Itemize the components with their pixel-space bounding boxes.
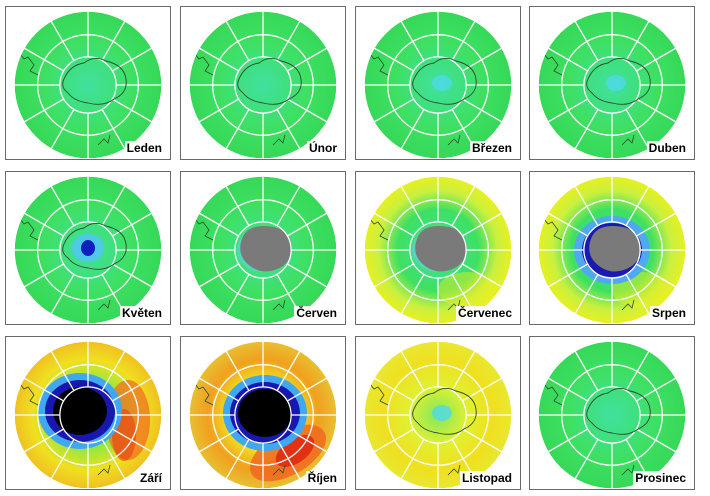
- month-label: Říjen: [305, 471, 339, 486]
- month-panel: Srpen: [529, 171, 695, 325]
- month-label: Květen: [119, 306, 164, 321]
- month-label: Červenec: [455, 306, 514, 321]
- month-label: Leden: [124, 141, 164, 156]
- polar-ozone-map: [13, 175, 163, 324]
- month-panel: Září: [5, 336, 171, 490]
- month-label: Listopad: [460, 471, 514, 486]
- month-label: Únor: [307, 141, 339, 156]
- polar-ozone-map: [13, 340, 163, 489]
- polar-ozone-map: [363, 10, 513, 159]
- polar-ozone-map: [363, 340, 513, 489]
- month-panel: Únor: [180, 6, 346, 160]
- month-label: Červen: [294, 306, 339, 321]
- month-panel: Listopad: [355, 336, 521, 490]
- month-panel: Leden: [5, 6, 171, 160]
- month-label: Srpen: [649, 306, 688, 321]
- month-panel: Květen: [5, 171, 171, 325]
- polar-ozone-map: [188, 340, 338, 489]
- month-panel: Červenec: [355, 171, 521, 325]
- month-panel: Březen: [355, 6, 521, 160]
- month-label: Prosinec: [633, 471, 688, 486]
- month-panel: Říjen: [180, 336, 346, 490]
- month-label: Duben: [646, 141, 688, 156]
- polar-ozone-map: [537, 340, 687, 489]
- month-panel: Duben: [529, 6, 695, 160]
- polar-ozone-map: [363, 175, 513, 324]
- month-panel: Červen: [180, 171, 346, 325]
- polar-ozone-map: [188, 175, 338, 324]
- month-label: Březen: [469, 141, 514, 156]
- polar-ozone-map: [537, 175, 687, 324]
- month-label: Září: [137, 471, 164, 486]
- polar-ozone-map: [13, 10, 163, 159]
- polar-ozone-map: [537, 10, 687, 159]
- polar-ozone-map: [188, 10, 338, 159]
- month-panel: Prosinec: [529, 336, 695, 490]
